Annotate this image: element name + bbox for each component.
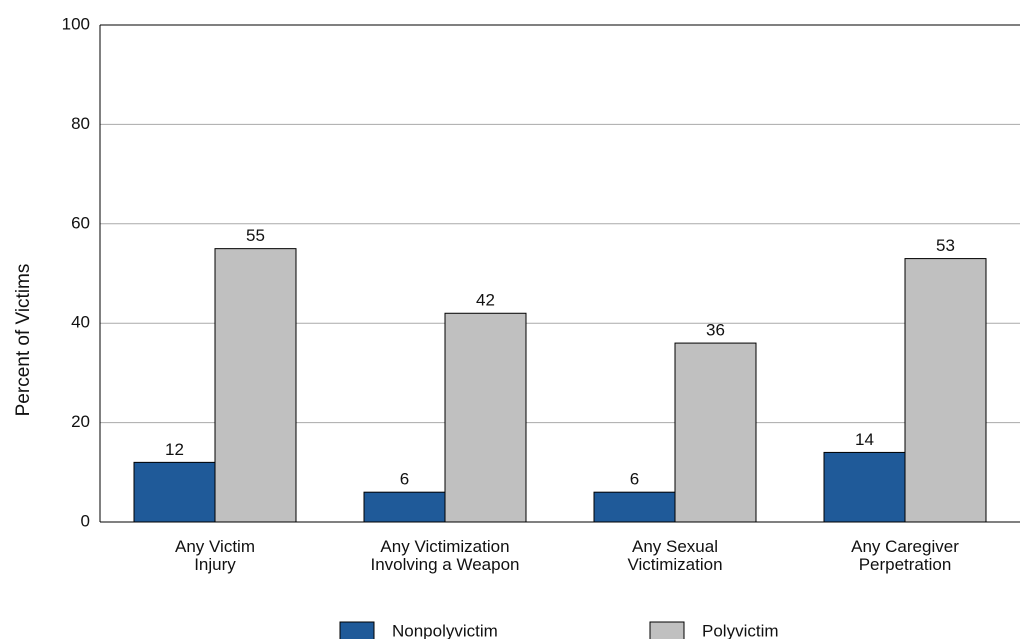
value-label: 12 [165, 440, 184, 459]
bar [214, 248, 297, 523]
legend-swatch [339, 621, 375, 639]
bar [904, 258, 987, 523]
y-tick-label: 80 [71, 114, 90, 133]
x-tick-label: Any Victim Injury [175, 537, 255, 574]
x-tick-label: Any Victimization Involving a Weapon [370, 537, 519, 574]
value-label: 55 [246, 226, 265, 245]
value-label: 6 [630, 470, 639, 489]
value-label: 36 [706, 321, 725, 340]
value-label: 53 [936, 236, 955, 255]
legend-label: Nonpolyvictim [392, 621, 498, 639]
bar [133, 461, 216, 523]
bar [674, 342, 757, 523]
legend-label: Polyvictim [702, 621, 779, 639]
y-tick-label: 60 [71, 213, 90, 232]
bar [444, 312, 527, 523]
y-tick-label: 20 [71, 412, 90, 431]
value-label: 14 [855, 430, 874, 449]
value-label: 42 [476, 291, 495, 310]
legend-swatch [649, 621, 685, 639]
bar [363, 491, 446, 523]
value-label: 6 [400, 470, 409, 489]
x-tick-label: Any Sexual Victimization [627, 537, 722, 574]
bar [593, 491, 676, 523]
x-tick-label: Any Caregiver Perpetration [851, 537, 959, 574]
y-axis-label: Percent of Victims [13, 264, 34, 417]
bar [823, 451, 906, 523]
y-tick-label: 0 [81, 511, 90, 530]
y-tick-label: 40 [71, 313, 90, 332]
y-tick-label: 100 [62, 14, 90, 33]
